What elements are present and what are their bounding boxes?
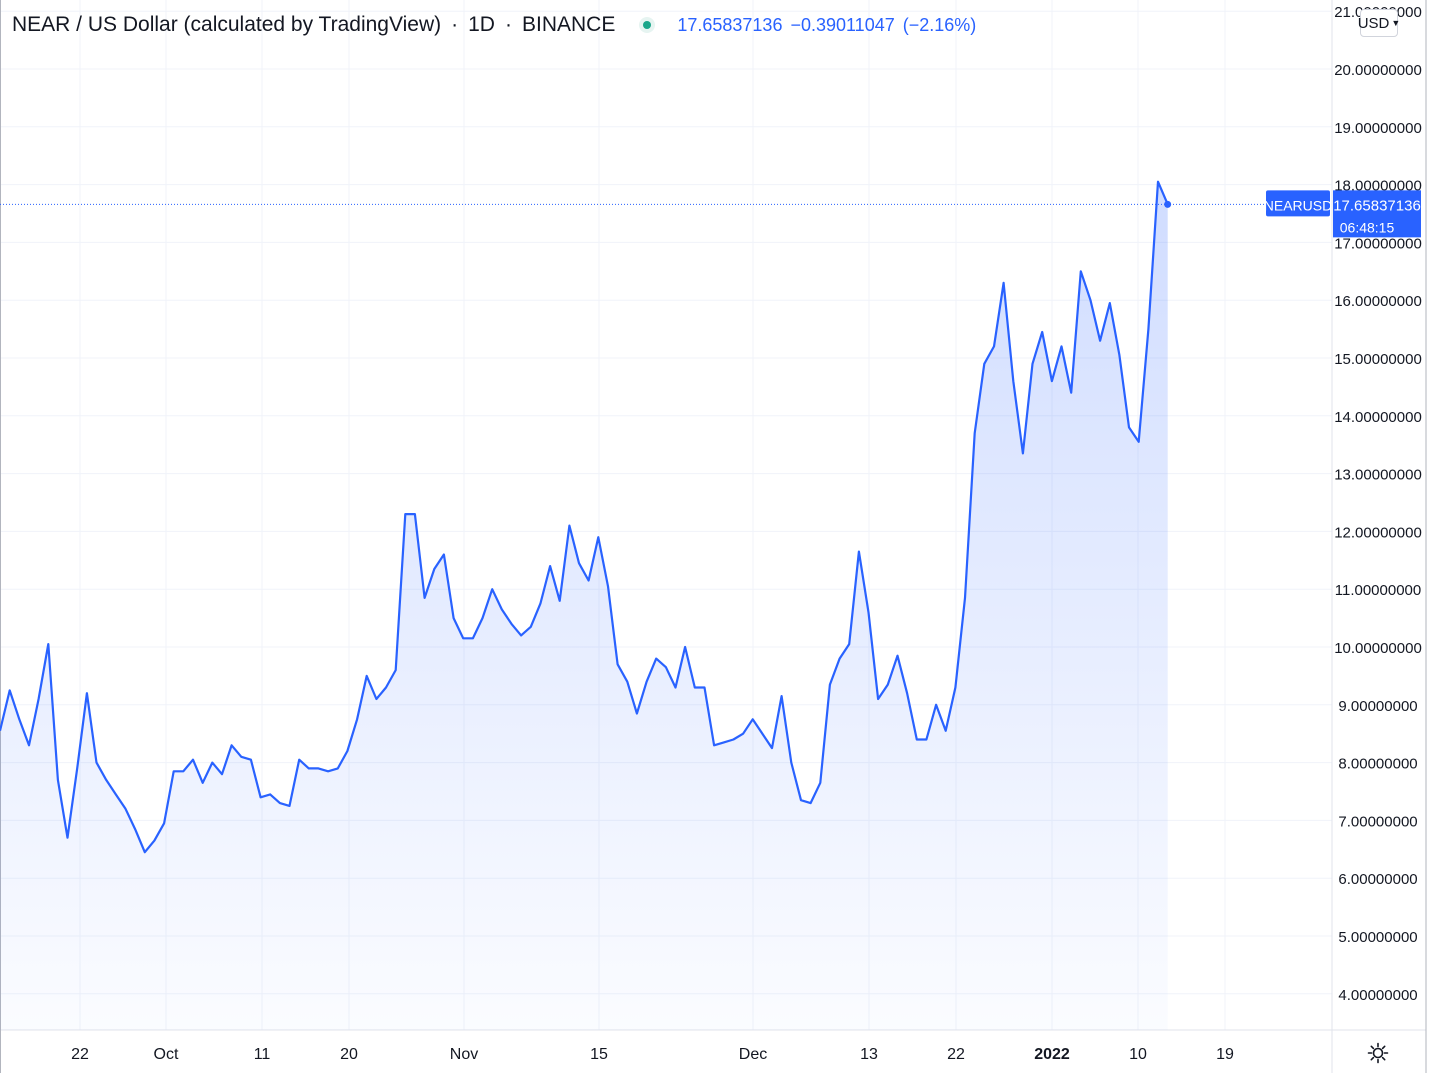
y-tick-label: 16.00000000 — [1334, 293, 1422, 310]
y-tick-label: 14.00000000 — [1334, 409, 1422, 426]
market-open-dot-icon[interactable] — [639, 17, 656, 33]
x-tick-label: Dec — [739, 1046, 767, 1063]
y-tick-label: 12.00000000 — [1334, 524, 1422, 541]
last-point-marker — [1164, 200, 1172, 208]
x-tick-label: 11 — [254, 1046, 271, 1063]
chevron-down-icon: ▼ — [1391, 18, 1401, 28]
x-tick-label: 22 — [71, 1046, 89, 1063]
separator-dot: · — [451, 13, 459, 36]
y-tick-label: 5.00000000 — [1338, 929, 1417, 946]
y-tick-label: 8.00000000 — [1338, 756, 1417, 773]
exchange-label: BINANCE — [521, 13, 616, 36]
y-tick-label: 10.00000000 — [1334, 640, 1422, 657]
y-tick-label: 15.00000000 — [1334, 351, 1422, 368]
change-value: −0.39011047 — [790, 14, 895, 35]
x-tick-label: 2022 — [1034, 1046, 1070, 1063]
y-tick-label: 7.00000000 — [1338, 813, 1417, 830]
currency-label: USD — [1357, 14, 1390, 32]
x-tick-label: 22 — [947, 1046, 965, 1063]
separator-dot: · — [504, 13, 512, 36]
x-tick-label: 10 — [1129, 1046, 1147, 1063]
price-tag-value: 17.65837136 — [1333, 197, 1421, 214]
x-tick-label: 20 — [340, 1046, 358, 1063]
change-percent-value: (−2.16%) — [902, 14, 977, 35]
y-tick-label: 19.00000000 — [1334, 120, 1422, 137]
price-tag — [1333, 190, 1421, 238]
currency-selector-button[interactable]: USD ▼ — [1357, 9, 1401, 37]
y-tick-label: 13.00000000 — [1334, 467, 1422, 484]
chart-legend: NEAR / US Dollar (calculated by TradingV… — [12, 10, 976, 40]
x-tick-label: 15 — [590, 1046, 608, 1063]
x-tick-label: 13 — [860, 1046, 878, 1063]
x-tick-label: Nov — [450, 1046, 478, 1063]
ticker-tag — [1266, 190, 1330, 217]
countdown-value: 06:48:15 — [1340, 219, 1395, 235]
x-tick-label: 19 — [1216, 1046, 1234, 1063]
ticker-tag-label: NEARUSD — [1264, 197, 1332, 213]
y-tick-label: 6.00000000 — [1338, 871, 1417, 888]
y-tick-label: 4.00000000 — [1338, 987, 1417, 1004]
quote-values: 17.65837136 −0.39011047 (−2.16%) — [677, 15, 976, 36]
y-tick-label: 9.00000000 — [1338, 698, 1417, 715]
area-fill — [0, 181, 1168, 1030]
last-price-value: 17.65837136 — [677, 14, 783, 35]
x-tick-label: Oct — [154, 1046, 179, 1063]
price-line — [0, 180, 1169, 854]
y-tick-label: 11.00000000 — [1335, 582, 1421, 599]
y-tick-label: 20.00000000 — [1334, 62, 1422, 79]
gear-icon[interactable] — [1366, 1041, 1390, 1065]
symbol-name[interactable]: NEAR / US Dollar (calculated by TradingV… — [12, 13, 442, 36]
y-tick-label: 17.00000000 — [1334, 235, 1422, 252]
interval-label[interactable]: 1D — [468, 13, 495, 36]
